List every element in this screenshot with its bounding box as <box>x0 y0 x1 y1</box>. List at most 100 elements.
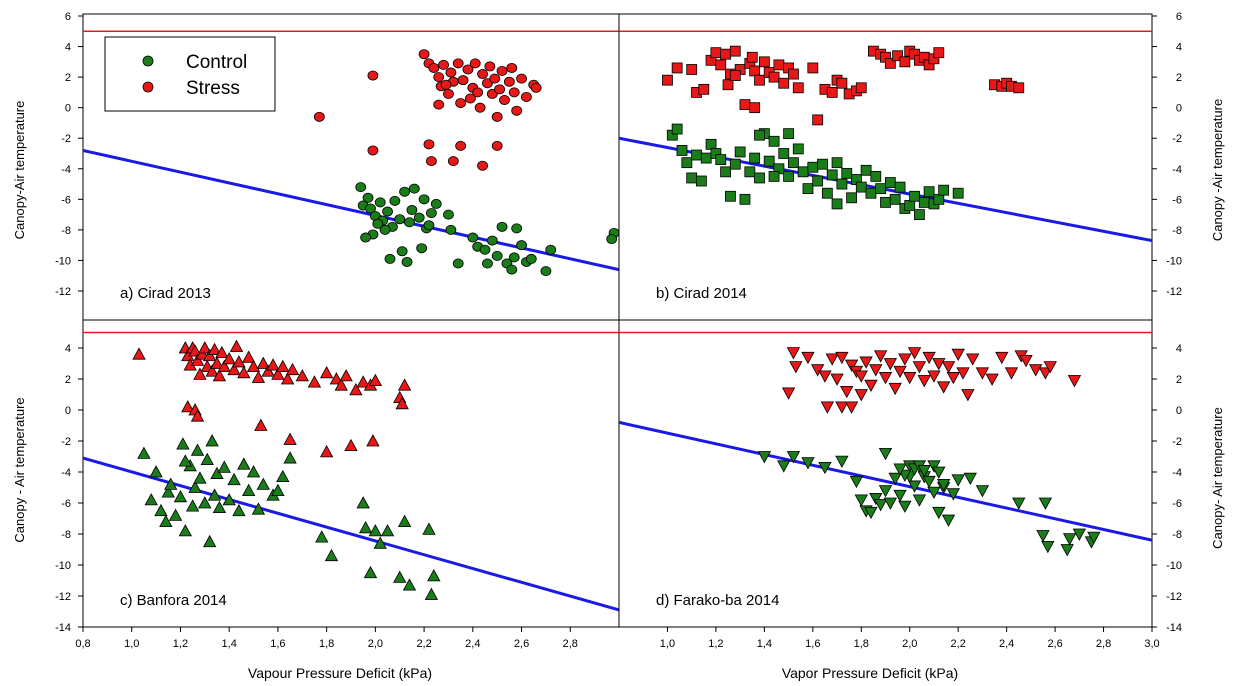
control-point <box>883 497 898 510</box>
stress-point <box>912 361 927 374</box>
legend-stress-marker <box>142 81 154 93</box>
plot-area-a <box>83 30 619 277</box>
stress-point <box>788 68 799 80</box>
y-tick-label: -10 <box>1166 560 1182 572</box>
control-point <box>190 443 205 456</box>
stress-point <box>215 345 229 359</box>
stress-point <box>720 48 731 60</box>
control-point <box>754 172 765 184</box>
control-point <box>1062 533 1077 546</box>
stress-point <box>207 342 222 355</box>
stress-point <box>768 71 780 83</box>
control-point <box>831 157 843 169</box>
control-point <box>777 460 791 473</box>
stress-point <box>758 56 770 68</box>
stress-point <box>1038 367 1053 380</box>
stress-point <box>941 361 956 374</box>
control-point <box>511 223 523 234</box>
stress-point <box>854 389 868 402</box>
control-point <box>933 193 945 205</box>
control-point <box>198 496 212 509</box>
control-point <box>355 182 367 193</box>
panel-title: c) Banfora 2014 <box>120 592 227 609</box>
stress-point <box>825 353 839 366</box>
control-point <box>397 514 412 527</box>
control-point <box>205 434 219 447</box>
y-tick-label: 4 <box>1176 343 1182 355</box>
stress-point <box>443 88 454 99</box>
stress-point <box>516 73 527 84</box>
control-point <box>894 181 906 193</box>
control-point <box>927 486 941 499</box>
control-point <box>849 475 864 489</box>
x-tick-label: 2,6 <box>1047 638 1062 650</box>
control-point <box>715 154 727 166</box>
stress-point <box>271 367 285 380</box>
y-tick-label: -14 <box>55 622 71 634</box>
stress-point <box>698 83 710 95</box>
stress-point <box>786 347 801 360</box>
control-point <box>739 193 751 205</box>
control-point <box>404 217 415 228</box>
control-point <box>606 234 618 245</box>
stress-point <box>295 369 309 382</box>
control-point <box>393 570 407 583</box>
stress-point <box>425 156 437 167</box>
stress-point <box>395 396 409 410</box>
stress-point <box>477 160 488 171</box>
control-point <box>246 465 261 478</box>
plot-area-d <box>619 331 1152 557</box>
stress-point <box>190 353 205 366</box>
control-point <box>831 198 843 210</box>
control-point <box>778 148 790 159</box>
y-tick-label: 2 <box>1176 374 1182 386</box>
panel-a: -12 -10 -8 -6 -4 -2 0 2 4 6 a) Cirad 2013 <box>55 11 620 321</box>
control-point <box>545 244 557 255</box>
stress-point <box>329 372 344 385</box>
x-tick-label: 2,0 <box>902 638 917 650</box>
stress-point <box>241 350 256 363</box>
stress-point <box>936 381 951 394</box>
control-point <box>744 166 756 178</box>
y-axis-label-right-bottom: Canopy- Air temperature <box>1210 407 1225 549</box>
stress-point <box>254 418 268 431</box>
control-point <box>792 143 804 155</box>
control-point <box>358 520 373 534</box>
stress-point <box>367 70 379 81</box>
control-point <box>200 452 214 466</box>
stress-point <box>210 356 224 369</box>
x-tick-label: 2,4 <box>465 638 480 650</box>
panel-title: d) Farako-ba 2014 <box>656 592 779 609</box>
control-point <box>914 209 925 221</box>
stress-point <box>869 364 883 377</box>
stress-point <box>686 64 698 75</box>
stress-point <box>836 77 848 89</box>
stress-point <box>477 69 488 80</box>
y-tick-label: -10 <box>55 255 71 267</box>
control-point <box>893 489 907 503</box>
stress-point <box>205 364 219 377</box>
control-point <box>749 152 761 164</box>
stress-point <box>397 378 412 391</box>
control-point <box>922 475 936 489</box>
stress-point <box>899 56 911 68</box>
y-tick-label: -4 <box>61 467 71 479</box>
y-tick-label: 4 <box>65 42 71 54</box>
stress-point <box>932 358 946 371</box>
stress-point <box>710 47 722 59</box>
stress-point <box>181 400 195 413</box>
stress-point <box>746 51 758 63</box>
control-point <box>786 451 801 464</box>
stress-point <box>715 59 727 71</box>
x-tick-label: 1,4 <box>222 638 237 650</box>
control-point <box>734 146 746 158</box>
control-point <box>402 578 417 591</box>
y-tick-label: -6 <box>61 498 71 510</box>
control-point <box>356 496 370 509</box>
control-point <box>907 480 922 493</box>
control-point <box>757 451 772 464</box>
stress-point <box>855 82 867 94</box>
stress-point <box>1043 361 1057 374</box>
x-tick-label: 1,8 <box>319 638 334 650</box>
stress-point <box>217 359 231 373</box>
